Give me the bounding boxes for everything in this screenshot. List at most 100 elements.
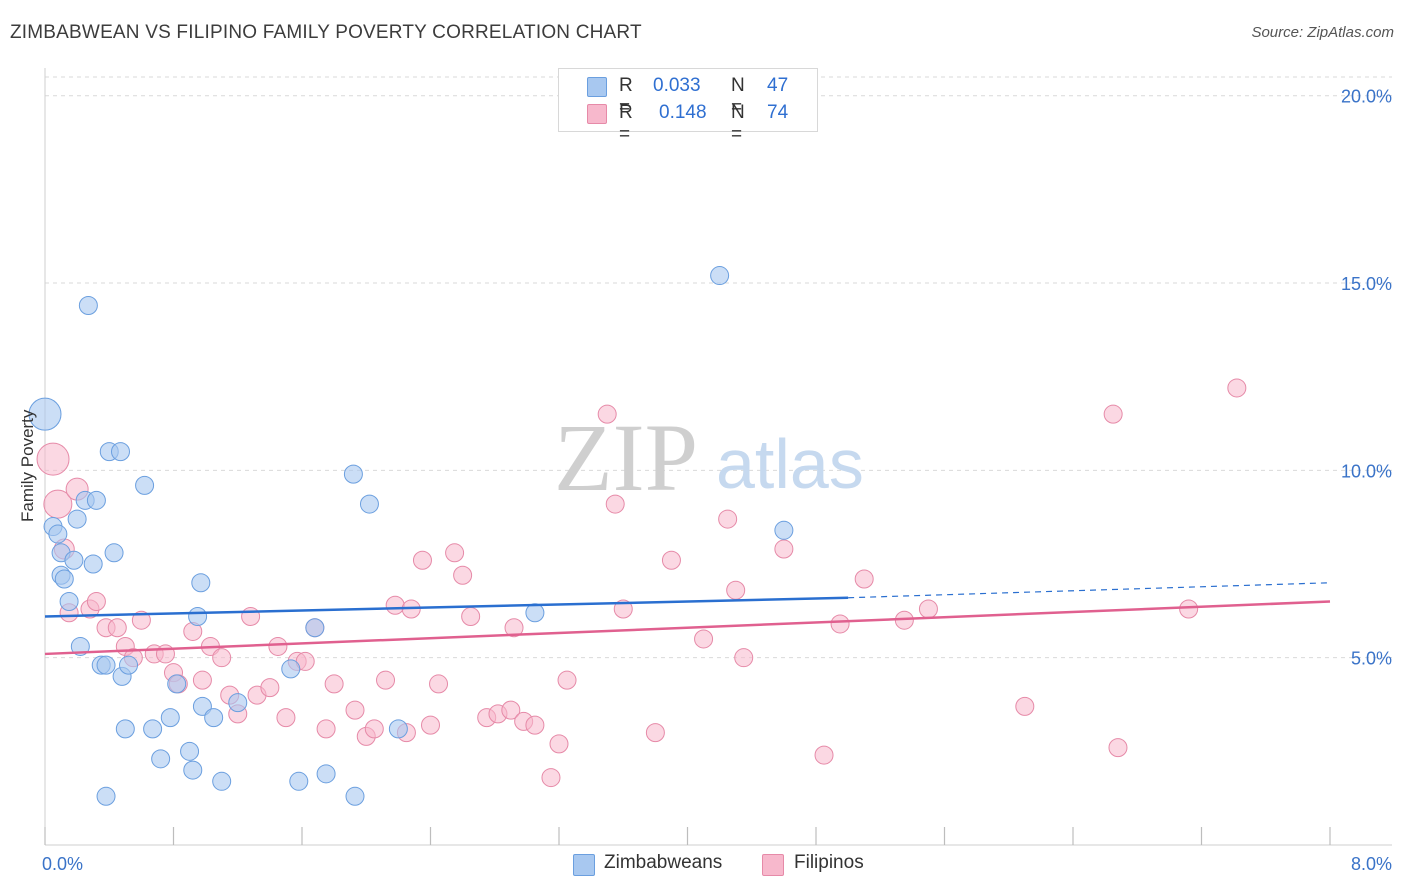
filipino-point [918,599,938,619]
filipino-point [597,404,617,424]
filipino-point [661,550,681,570]
zimbabwe-point [305,618,325,638]
y-tick-label: 5.0% [1351,649,1392,669]
legend-r-value: 0.033 [653,75,701,96]
legend-swatch-blue [587,77,607,97]
zimbabwe-point [180,741,200,761]
filipino-point [814,745,834,765]
legend-r-label: R = [619,75,633,118]
zimbabwe-point [316,764,336,784]
legend-n-value: 74 [767,102,789,123]
zimbabwe-point [281,659,301,679]
filipino-point [276,708,296,728]
bottom-legend-filipinos: Filipinos [794,852,864,873]
zimbabwe-point [192,696,212,716]
filipino-point [1103,404,1123,424]
filipino-point [525,715,545,735]
legend-r-label: R = [619,102,633,145]
filipino-point [504,618,524,638]
grid-lines [45,76,1392,659]
zimbabwe-point [345,786,365,806]
filipino-point [36,442,70,476]
legend-n-value: 47 [767,75,789,96]
zimbabwe-point [28,397,62,431]
filipino-point [324,674,344,694]
zimbabwe-point [64,550,84,570]
filipino-point [1108,738,1128,758]
zimbabwe-point [54,569,74,589]
filipino-point [501,700,521,720]
zimbabwe-point [78,296,98,316]
trend-lines [44,582,1331,656]
zimbabwe-point [228,693,248,713]
filipino-point [854,569,874,589]
bottom-legend-swatch-pink [762,854,784,876]
zimbabwe-point [710,266,730,286]
filipino-point [734,648,754,668]
zimbabwe-point [204,708,224,728]
filipino-trend-line [44,600,1331,656]
zimbabwe-point [115,719,135,739]
filipino-point [107,618,127,638]
chart-title: ZIMBABWEAN VS FILIPINO FAMILY POVERTY CO… [10,22,642,43]
legend-r-value: 0.148 [659,102,707,123]
zimbabwe-point [343,464,363,484]
legend-swatch-pink [587,104,607,124]
filipino-point [412,550,432,570]
filipino-point [541,768,561,788]
zimbabwe-point [183,760,203,780]
filipino-point [241,606,261,626]
zimbabwe-point [160,708,180,728]
legend-n-label: N = [731,75,745,118]
tick-labels: 5.0% 10.0% 15.0% 20.0% 0.0% 8.0% [42,87,1392,874]
filipino-point [429,674,449,694]
filipino-point [260,678,280,698]
zimbabwe-point [70,636,90,656]
filipino-point [1015,696,1035,716]
zimbabwe-point [143,719,163,739]
filipino-point [549,734,569,754]
zimbabwe-point [774,520,794,540]
zimbabwe-trend-extension [848,582,1331,599]
zimbabwe-point [67,509,87,529]
filipino-point [605,494,625,514]
filipino-point [830,614,850,634]
filipino-point [645,723,665,743]
filipino-point [557,670,577,690]
filipino-point [461,606,481,626]
filipino-point [212,648,232,668]
bottom-legend-zimbabweans: Zimbabweans [604,852,723,873]
filipino-point [445,543,465,563]
zimbabwe-point [96,655,116,675]
filipino-point [1179,599,1199,619]
zimbabwe-trend-line [44,596,849,618]
filipino-point [774,539,794,559]
x-tick-label: 0.0% [42,854,83,874]
zimbabwe-point [191,573,211,593]
bottom-legend-swatch-blue [573,854,595,876]
zimbabwe-point [167,674,187,694]
zimbabwe-point [110,442,130,462]
filipino-point [694,629,714,649]
filipino-point [613,599,633,619]
filipino-point [43,489,73,519]
watermark-zip: ZIP [554,404,698,511]
filipino-point [376,670,396,690]
zimbabwe-point [83,554,103,574]
filipino-point [131,610,151,630]
y-tick-label: 20.0% [1341,87,1392,107]
filipino-points [36,378,1247,788]
zimbabwe-point [359,494,379,514]
filipino-point [268,636,288,656]
zimbabwe-point [48,524,68,544]
filipino-point [86,591,106,611]
filipino-point [192,670,212,690]
legend-n-label: N = [731,102,745,145]
filipino-point [726,580,746,600]
zimbabwe-point [135,475,155,495]
zimbabwe-point [119,655,139,675]
filipino-point [453,565,473,585]
zimbabwe-point [388,719,408,739]
x-tick-label: 8.0% [1351,854,1392,874]
